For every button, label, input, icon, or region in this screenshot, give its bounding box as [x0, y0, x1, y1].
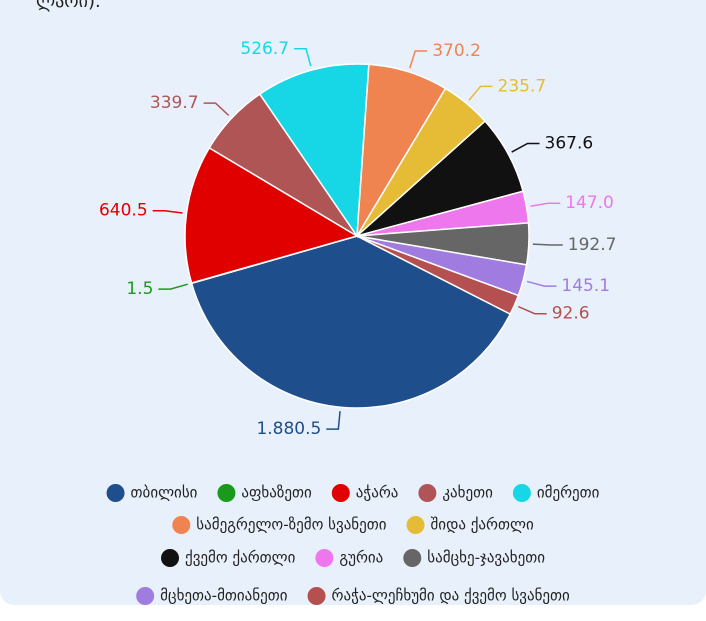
legend-label: აფხაზეთი [241, 484, 312, 502]
data-label: 145.1 [561, 276, 610, 296]
legend-swatch [403, 549, 422, 567]
data-label: 1.5 [126, 279, 153, 299]
legend-swatch [136, 587, 155, 605]
legend-label: შიდა ქართლი [431, 516, 534, 534]
data-label: 526.7 [240, 39, 289, 59]
legend-label: სამცხე-ჯავახეთი [427, 549, 545, 567]
legend-swatch [172, 516, 191, 534]
label-connector [511, 142, 540, 153]
legend-row: სამეგრელო-ზემო სვანეთი შიდა ქართლი [172, 516, 534, 534]
legend-label: კახეთი [442, 484, 493, 502]
data-label: 235.7 [498, 76, 547, 96]
chart-title: ლარი). [36, 0, 101, 12]
legend-swatch [512, 484, 531, 502]
legend-swatch [161, 549, 180, 567]
data-label: 640.5 [99, 201, 148, 221]
pie-slice [356, 235, 520, 316]
data-label: 339.7 [150, 93, 199, 113]
legend-row: ქვემო ქართლი გურია სამცხე-ჯავახეთი [161, 549, 545, 567]
legend-label: თბილისი [131, 484, 198, 502]
data-label: 92.6 [552, 304, 590, 324]
legend-label: გურია [339, 549, 383, 567]
label-connector [532, 243, 563, 246]
legend-swatch [307, 587, 326, 605]
legend-label: რაჭა-ლეჩხუმი და ქვემო სვანეთი [332, 587, 571, 605]
label-connector [468, 85, 493, 101]
legend-swatch [106, 484, 125, 502]
legend-row: მცხეთა-მთიანეთი რაჭა-ლეჩხუმი და ქვემო სვა… [136, 587, 571, 605]
legend-row: თბილისი აფხაზეთი აჭარა კახეთი იმერეთი [106, 484, 600, 502]
pie-slice [258, 63, 370, 239]
label-connector [152, 209, 183, 214]
label-connector [203, 102, 230, 117]
legend-swatch [331, 484, 350, 502]
legend-label: სამეგრელო-ზემო სვანეთი [196, 516, 386, 534]
legend-label: ქვემო ქართლი [185, 549, 296, 567]
label-connector [294, 48, 312, 67]
pie-slice [190, 235, 512, 409]
data-label: 1.880.5 [256, 419, 321, 439]
legend-swatch [406, 516, 425, 534]
label-connector [526, 280, 557, 287]
label-connector [158, 283, 188, 290]
label-connector [530, 202, 561, 208]
legend-swatch [315, 549, 334, 567]
label-connector [517, 305, 547, 315]
legend-swatch [217, 484, 236, 502]
pie-slice [184, 146, 359, 284]
data-label: 147.0 [565, 193, 614, 213]
legend-swatch [418, 484, 437, 502]
data-label: 192.7 [568, 235, 617, 255]
label-connector [326, 411, 341, 430]
data-label: 367.6 [545, 134, 594, 154]
label-connector [409, 50, 428, 69]
data-label: 370.2 [432, 41, 481, 61]
legend-label: მცხეთა-მთიანეთი [160, 587, 288, 605]
legend-label: აჭარა [356, 484, 399, 502]
legend-label: იმერეთი [537, 484, 600, 502]
